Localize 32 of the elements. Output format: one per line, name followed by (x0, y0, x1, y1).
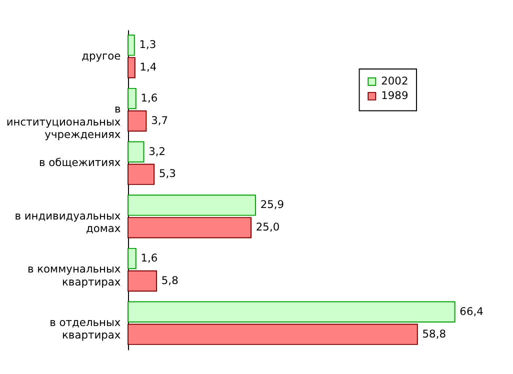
data-label: 3,7 (151, 114, 168, 127)
bar (128, 164, 155, 185)
bar (128, 270, 158, 292)
bar (128, 57, 136, 78)
data-label: 1,6 (140, 91, 158, 104)
bar (128, 217, 252, 238)
legend-label: 2002 (381, 74, 408, 88)
legend-label: 1989 (381, 89, 408, 102)
data-label: 25,0 (256, 220, 280, 234)
data-label: 58,8 (422, 327, 446, 340)
y-tick-label: в коммунальных квартирах (27, 262, 121, 288)
data-label: 3,2 (148, 144, 166, 158)
bar (128, 248, 136, 270)
bar (128, 34, 135, 56)
bar (128, 141, 144, 162)
data-label: 25,9 (260, 198, 284, 212)
bar (128, 194, 256, 216)
y-tick-label: в индивидуальных домах (14, 209, 121, 235)
bar (128, 301, 456, 322)
bar (128, 110, 147, 132)
y-tick-label: другое (82, 49, 121, 62)
data-label: 1,6 (140, 251, 158, 264)
y-tick-label: в институциональных учреждениях (6, 102, 121, 141)
bar (128, 324, 418, 345)
data-label: 1,3 (139, 38, 156, 52)
data-label: 5,8 (161, 274, 179, 287)
data-label: 5,3 (158, 167, 176, 180)
y-tick-label: в общежитиях (39, 156, 121, 170)
data-label: 66,4 (460, 304, 484, 318)
data-label: 1,4 (140, 60, 157, 74)
y-tick-label: в отдельных квартирах (50, 316, 121, 342)
bar (128, 88, 136, 110)
